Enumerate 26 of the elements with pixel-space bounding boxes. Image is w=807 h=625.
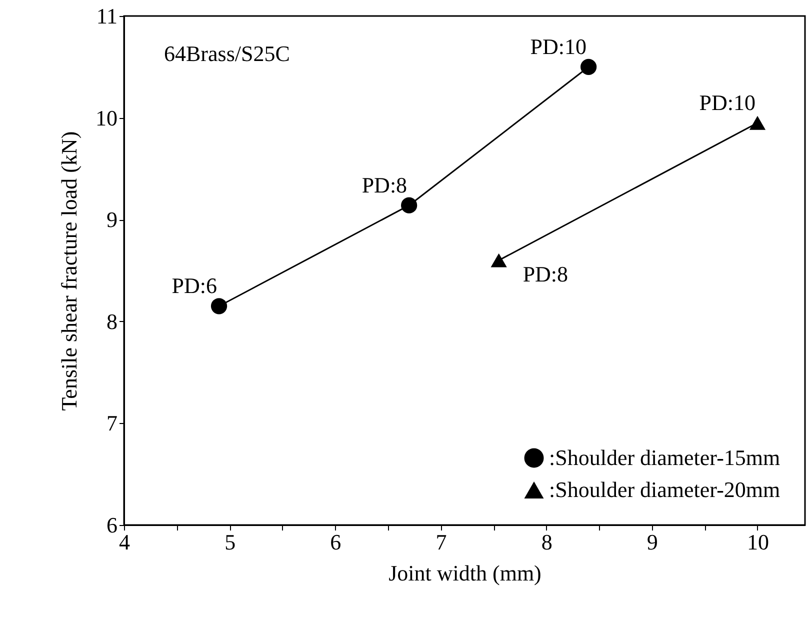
x-tick-label: 7 bbox=[436, 530, 447, 554]
point bbox=[210, 298, 228, 314]
y-tick-label: 11 bbox=[96, 4, 118, 28]
point bbox=[401, 197, 418, 214]
y-tick-label: 7 bbox=[106, 410, 118, 436]
annotation: 64Brass/S25C bbox=[164, 41, 290, 66]
x-tick-label: 4 bbox=[119, 530, 130, 554]
y-tick-label: 10 bbox=[96, 105, 118, 130]
x-tick-label: 5 bbox=[224, 530, 236, 554]
annotation: PD:6 bbox=[172, 273, 218, 298]
y-tick-label: 8 bbox=[106, 308, 118, 334]
legend-label: :Shoulder diameter-20mm bbox=[549, 477, 780, 502]
annotation: PD:10 bbox=[530, 34, 587, 59]
x-tick-label: 9 bbox=[646, 530, 658, 554]
y-tick-label: 9 bbox=[106, 207, 118, 232]
point bbox=[580, 58, 597, 75]
y-tick-label: 6 bbox=[106, 512, 118, 538]
y-axis-title: Tensile shear fracture load (kN) bbox=[56, 131, 82, 411]
x-tick-label: 6 bbox=[330, 530, 342, 554]
x-tick-label: 10 bbox=[746, 530, 769, 554]
legend-label: :Shoulder diameter-15mm bbox=[549, 445, 780, 470]
annotation: PD:8 bbox=[362, 172, 408, 198]
x-tick-label: 8 bbox=[541, 530, 552, 554]
annotation: PD:8 bbox=[522, 261, 568, 286]
x-axis-title: Joint width (mm) bbox=[388, 560, 542, 586]
annotation: PD:10 bbox=[699, 90, 756, 115]
